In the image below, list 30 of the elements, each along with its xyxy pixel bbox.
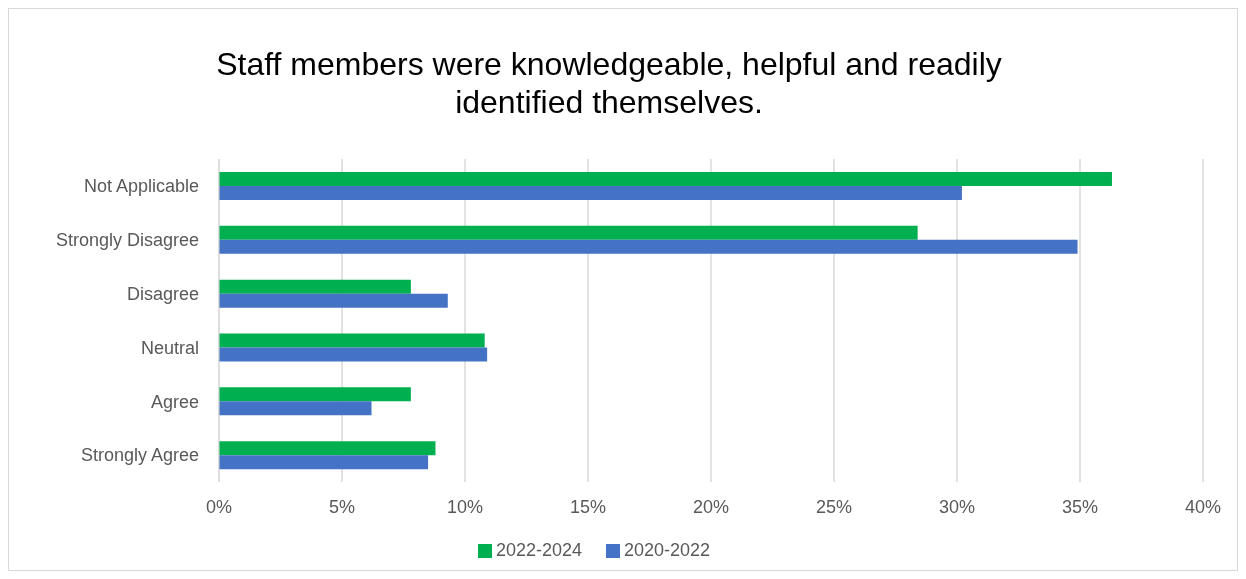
y-tick-label: Not Applicable: [83, 176, 199, 197]
x-tick-label: 20%: [692, 496, 730, 517]
y-tick-label: Strongly Agree: [80, 445, 199, 466]
chart-title: Staff members were knowledgeable, helpful and readily identified themselves.: [215, 45, 1003, 121]
bar: [219, 441, 436, 456]
bar: [219, 225, 918, 240]
bar: [219, 293, 448, 308]
x-tick-label: 0%: [205, 496, 233, 517]
x-tick-label: 30%: [938, 496, 976, 517]
legend-label: 2020-2022: [624, 540, 711, 560]
x-tick-label: 15%: [569, 496, 607, 517]
y-tick-label: Agree: [150, 391, 199, 412]
bar: [219, 401, 372, 416]
bar: [219, 172, 1112, 186]
bar: [219, 333, 485, 348]
x-tick-label: 5%: [328, 496, 356, 517]
bar: [219, 455, 429, 470]
y-tick-label: Neutral: [140, 337, 199, 358]
x-tick-label: 35%: [1061, 496, 1099, 517]
bar: [219, 239, 1078, 254]
y-tick-label: Disagree: [126, 283, 199, 304]
legend-label: 2022-2024: [495, 540, 582, 560]
bar: [219, 347, 488, 362]
bar: [219, 279, 411, 294]
bar: [219, 387, 411, 402]
bar: [219, 186, 962, 200]
x-tick-label: 25%: [815, 496, 853, 517]
x-tick-label: 10%: [446, 496, 484, 517]
y-tick-label: Strongly Disagree: [55, 230, 199, 251]
x-tick-label: 40%: [1184, 496, 1222, 517]
